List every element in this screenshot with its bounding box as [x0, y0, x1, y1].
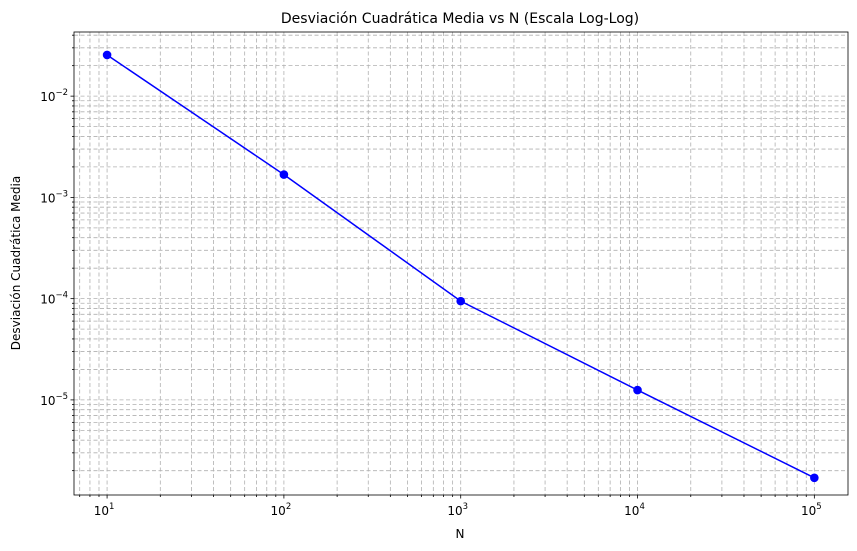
chart-title: Desviación Cuadrática Media vs N (Escala… [281, 11, 639, 27]
x-tick-label: 104 [624, 502, 645, 518]
x-tick-label: 105 [801, 502, 822, 518]
y-tick-label: 10−2 [40, 88, 68, 104]
y-tick-label: 10−3 [40, 189, 68, 205]
x-tick-label: 103 [447, 502, 468, 518]
y-tick-label: 10−4 [40, 291, 68, 307]
data-point [102, 50, 112, 60]
data-point [456, 296, 466, 306]
x-tick-label: 101 [94, 502, 115, 518]
plot-frame [73, 31, 849, 496]
data-point [633, 385, 642, 395]
y-axis-ticks: 10−5 10−4 10−3 10−2 [40, 34, 74, 472]
x-tick-label: 102 [271, 502, 292, 518]
data-point [279, 170, 289, 179]
data-point [810, 473, 819, 483]
x-axis-label: N [456, 527, 465, 541]
x-axis-ticks: 101 102 103 104 105 [79, 495, 822, 518]
data-series [102, 50, 819, 483]
grid [74, 32, 848, 495]
y-axis-label: Desviación Cuadrática Media [9, 176, 23, 350]
y-tick-label: 10−5 [40, 392, 68, 408]
